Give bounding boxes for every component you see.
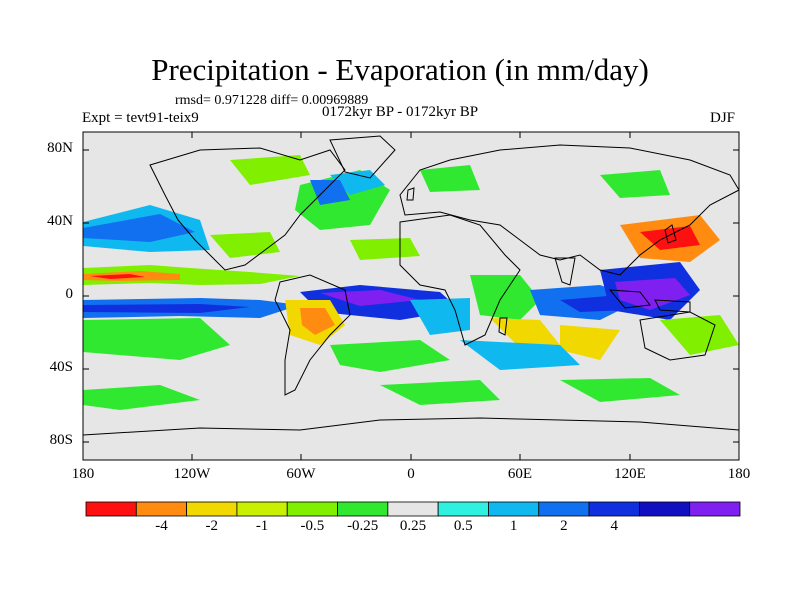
colorbar-label: -0.25 <box>347 518 379 534</box>
lat-label-80n: 80N <box>47 140 73 156</box>
colorbar-swatch <box>337 501 389 517</box>
colorbar-label: 0.5 <box>453 518 473 534</box>
colorbar-swatch <box>186 501 238 517</box>
colorbar-label: 2 <box>560 518 568 534</box>
lon-label-180w: 180 <box>71 466 95 482</box>
coastlines <box>83 135 739 436</box>
colorbar-swatch <box>538 501 590 517</box>
colorbar-label: -1 <box>255 518 269 534</box>
lon-label-120e: 120E <box>614 466 646 482</box>
lon-label-180e: 180 <box>727 466 751 482</box>
colorbar-label: -2 <box>205 518 219 534</box>
anomaly-field <box>83 155 739 410</box>
lon-label-120w: 120W <box>173 466 211 482</box>
colorbar <box>85 501 741 517</box>
period-label: 0172kyr BP - 0172kyr BP <box>322 104 479 120</box>
colorbar-swatch <box>588 501 640 517</box>
colorbar-swatch <box>85 501 137 517</box>
lat-label-40n: 40N <box>47 213 73 229</box>
lat-ticks <box>83 149 739 443</box>
colorbar-swatch <box>286 501 338 517</box>
colorbar-swatch <box>135 501 188 517</box>
colorbar-label: 0.25 <box>399 518 427 534</box>
colorbar-label: -4 <box>155 518 168 534</box>
statistics-line: rmsd= 0.971228 diff= 0.00969889 <box>175 93 369 108</box>
colorbar-swatch <box>387 501 439 517</box>
colorbar-swatch <box>236 501 288 517</box>
colorbar-swatch <box>689 501 741 517</box>
colorbar-swatch <box>638 501 691 517</box>
colorbar-label: 1 <box>509 518 518 534</box>
lon-label-60w: 60W <box>286 466 316 482</box>
lat-label-40s: 40S <box>49 359 73 375</box>
colorbar-swatch <box>437 501 489 517</box>
colorbar-swatch <box>488 501 540 517</box>
season-label: DJF <box>710 110 736 126</box>
lon-label-0: 0 <box>407 466 415 482</box>
colorbar-label: 4 <box>610 518 618 534</box>
experiment-label: Expt = tevt91-teix9 <box>82 110 199 126</box>
lon-ticks <box>191 132 631 460</box>
lat-label-80s: 80S <box>49 432 73 448</box>
lon-label-60e: 60E <box>507 466 533 482</box>
lat-label-0: 0 <box>65 286 74 302</box>
plot-title: Precipitation - Evaporation (in mm/day) <box>151 52 649 87</box>
colorbar-label: -0.5 <box>300 518 325 534</box>
